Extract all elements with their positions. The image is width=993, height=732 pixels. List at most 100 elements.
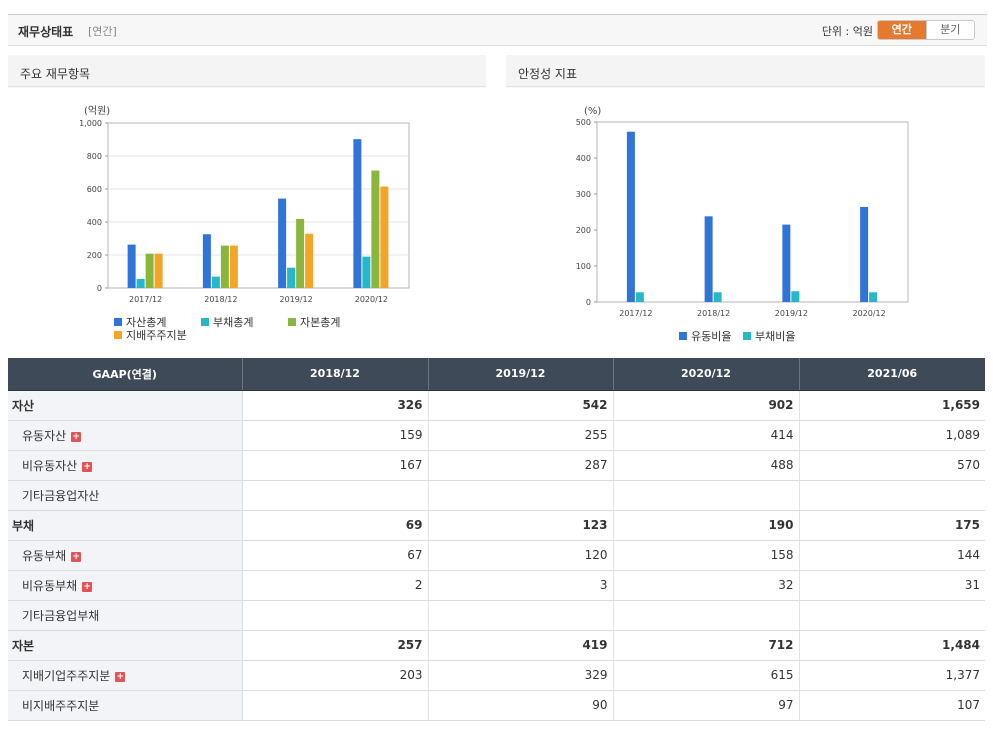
value-cell: 488: [613, 450, 800, 481]
y-axis-label: (%): [584, 106, 601, 117]
table-row: 비지배주주지분 90 97 107: [8, 690, 985, 721]
legend-swatch: [201, 318, 209, 326]
x-tick-label: 2017/12: [129, 295, 162, 304]
value-cell: [242, 480, 429, 511]
table-row: 자본 257 419 712 1,484: [8, 630, 985, 661]
value-cell: 287: [428, 450, 614, 481]
plus-square-icon[interactable]: +: [82, 461, 93, 472]
value-cell: 144: [799, 540, 985, 571]
bar: [136, 278, 145, 288]
table-row: 지배기업주주지분 +203 329 615 1,377: [8, 660, 985, 691]
column-header-corner: GAAP(연결): [8, 358, 243, 391]
table-row: 유동부채 +67 120 158 144: [8, 540, 985, 571]
legend-swatch: [743, 332, 751, 340]
row-label: 비유동부채: [22, 578, 78, 593]
value-cell: 123: [428, 510, 614, 541]
row-label-cell: 유동자산 +: [8, 420, 243, 451]
legend-swatch: [288, 318, 296, 326]
plus-square-icon[interactable]: +: [82, 581, 93, 592]
value-cell: 158: [613, 540, 800, 571]
x-tick-label: 2020/12: [355, 295, 388, 304]
balance-sheet-table: GAAP(연결) 2018/12 2019/12 2020/12 2021/06…: [8, 358, 985, 721]
value-cell: 326: [242, 390, 429, 421]
table-row: 기타금융업자산: [8, 480, 985, 511]
legend-label: 자산총계: [126, 316, 166, 329]
row-label-cell: 지배기업주주지분 +: [8, 660, 243, 691]
value-cell: 107: [799, 690, 985, 721]
row-label-cell: 기타금융업부채: [8, 600, 243, 631]
value-cell: [613, 480, 800, 511]
row-label-cell: 비유동부채 +: [8, 570, 243, 601]
row-label: 유동자산: [22, 428, 67, 443]
table-row: 기타금융업부채: [8, 600, 985, 631]
value-cell: 414: [613, 420, 800, 451]
y-tick-label: 500: [576, 118, 591, 127]
row-label-cell: 자산: [8, 390, 243, 421]
y-tick-label: 0: [586, 298, 591, 307]
panel-title-stability: 안정성 지표: [506, 55, 985, 87]
table-row: 부채 69 123 190 175: [8, 510, 985, 541]
bar: [154, 253, 163, 288]
value-cell: [242, 690, 429, 721]
legend-swatch: [114, 318, 122, 326]
row-label-cell: 부채: [8, 510, 243, 541]
table-header-row: GAAP(연결) 2018/12 2019/12 2020/12 2021/06: [8, 358, 985, 391]
bar: [278, 198, 287, 288]
value-cell: 175: [799, 510, 985, 541]
column-header: 2020/12: [613, 358, 800, 391]
value-cell: 1,377: [799, 660, 985, 691]
bar: [782, 224, 791, 302]
x-tick-label: 2018/12: [697, 309, 730, 318]
plot-area: [596, 121, 909, 303]
value-cell: 2: [242, 570, 429, 601]
y-tick-label: 800: [87, 152, 102, 161]
value-cell: 542: [428, 390, 614, 421]
row-label: 기타금융업부채: [22, 608, 100, 623]
value-cell: 67: [242, 540, 429, 571]
bar: [791, 291, 800, 302]
value-cell: 255: [428, 420, 614, 451]
bar: [229, 245, 238, 288]
bar: [220, 245, 229, 288]
legend-swatch: [114, 331, 122, 339]
plus-square-icon[interactable]: +: [71, 431, 82, 442]
x-tick-label: 2019/12: [775, 309, 808, 318]
table-row: 자산 326 542 902 1,659: [8, 390, 985, 421]
row-label-cell: 기타금융업자산: [8, 480, 243, 511]
value-cell: [799, 480, 985, 511]
value-cell: [428, 480, 614, 511]
row-label: 지배기업주주지분: [22, 668, 111, 683]
stability-chart: (%) 0 100 200 300 400 500 2017/12 2018/12 2019/12…: [576, 106, 909, 343]
value-cell: 902: [613, 390, 800, 421]
page-title: 재무상태표: [18, 25, 74, 39]
table-row: 유동자산 +159 255 414 1,089: [8, 420, 985, 451]
x-tick-label: 2019/12: [280, 295, 313, 304]
panel-key-items: 주요 재무항목 (억원) 0 200 400 600 800 1,000 2017/12 201…: [8, 55, 486, 355]
bar: [305, 233, 314, 288]
y-tick-label: 400: [576, 154, 591, 163]
legend-label: 부채총계: [213, 316, 253, 329]
row-label: 기타금융업자산: [22, 488, 100, 503]
table-row: 비유동부채 +2 3 32 31: [8, 570, 985, 601]
y-tick-label: 300: [576, 190, 591, 199]
x-tick-label: 2018/12: [204, 295, 237, 304]
row-label: 자산: [12, 398, 35, 413]
column-header: 2021/06: [799, 358, 985, 391]
value-cell: 3: [428, 570, 614, 601]
bar: [371, 170, 380, 288]
y-tick-label: 600: [87, 185, 102, 194]
value-cell: 190: [613, 510, 800, 541]
row-label: 자본: [12, 638, 35, 653]
value-cell: 32: [613, 570, 800, 601]
tab-annual[interactable]: 연간: [878, 21, 926, 39]
plus-square-icon[interactable]: +: [115, 671, 126, 682]
plus-square-icon[interactable]: +: [71, 551, 82, 562]
y-tick-label: 200: [87, 251, 102, 260]
value-cell: 97: [613, 690, 800, 721]
value-cell: 570: [799, 450, 985, 481]
tab-quarter[interactable]: 분기: [925, 21, 974, 39]
row-label-cell: 자본: [8, 630, 243, 661]
value-cell: 615: [613, 660, 800, 691]
value-cell: 1,484: [799, 630, 985, 661]
legend-label: 자본총계: [300, 316, 340, 329]
